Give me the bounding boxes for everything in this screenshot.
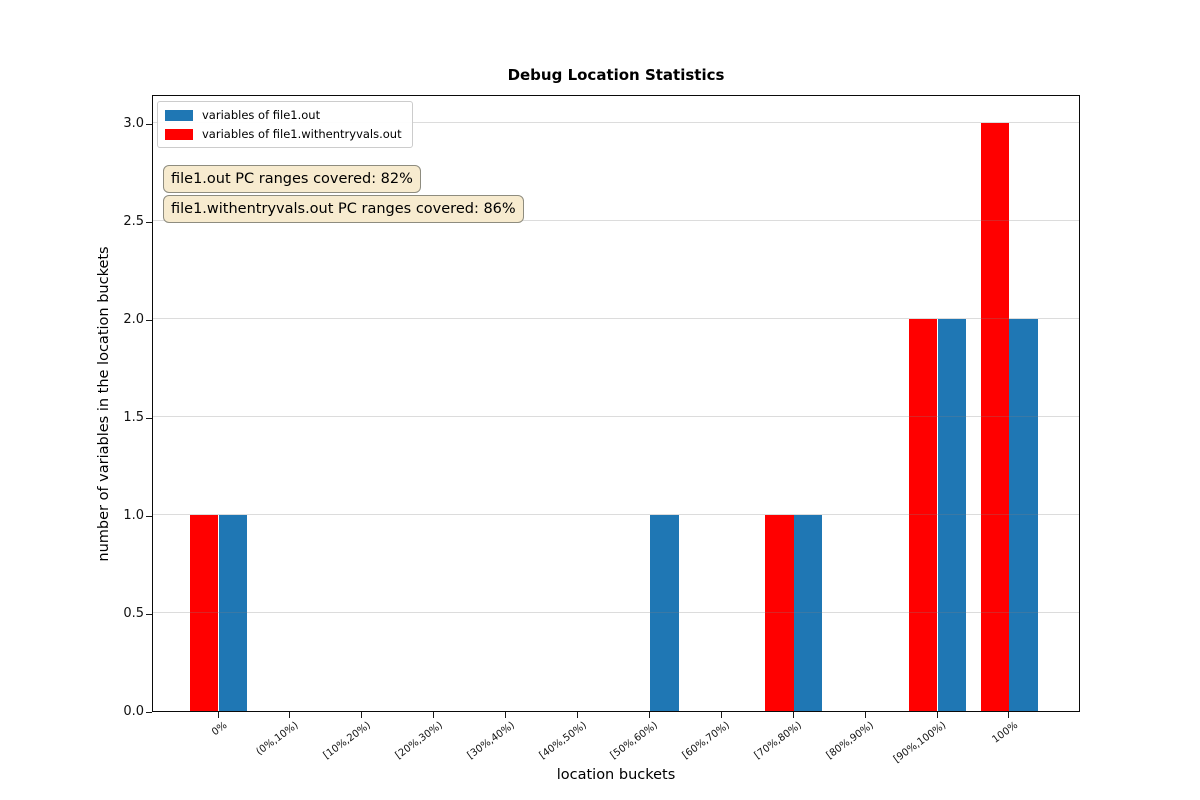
x-tick-mark <box>720 712 722 718</box>
y-tick-label: 2.0 <box>123 312 144 327</box>
legend: variables of file1.out variables of file1… <box>157 101 413 148</box>
bar-series0-cat8 <box>793 515 823 711</box>
x-tick-label: [20%,30%) <box>393 720 445 762</box>
y-tick-mark <box>146 124 152 125</box>
x-tick-mark <box>433 712 435 718</box>
x-tick-mark <box>1008 712 1010 718</box>
y-tick-mark <box>146 516 152 517</box>
annotation-box-0: file1.out PC ranges covered: 82% <box>163 165 421 193</box>
y-tick-label: 0.5 <box>123 606 144 621</box>
bar-series1-cat0 <box>189 515 219 711</box>
x-tick-label: 100% <box>990 720 1020 746</box>
x-tick-label: [70%,80%) <box>752 720 805 762</box>
bar-series1-cat10 <box>908 319 938 711</box>
legend-item-label: variables of file1.out <box>202 108 321 122</box>
x-tick-mark <box>361 712 363 718</box>
legend-item-0: variables of file1.out <box>165 108 402 122</box>
x-tick-mark <box>936 712 938 718</box>
x-tick-mark <box>217 712 219 718</box>
bar-series0-cat6 <box>649 515 679 711</box>
x-tick-label: [80%,90%) <box>824 720 877 762</box>
y-tick-label: 1.0 <box>123 508 144 523</box>
y-tick-label: 3.0 <box>123 116 144 131</box>
x-tick-label: [50%,60%) <box>609 720 661 762</box>
x-tick-label: [60%,70%) <box>680 720 733 762</box>
y-tick-label: 2.5 <box>123 214 144 229</box>
x-tick-label: (0%,10%) <box>254 720 301 758</box>
x-tick-label: [90%,100%) <box>891 720 948 766</box>
x-tick-mark <box>577 712 578 718</box>
gridline-y <box>153 318 1079 319</box>
y-tick-label: 1.5 <box>123 410 144 425</box>
bar-series0-cat10 <box>937 319 967 711</box>
x-tick-label: [30%,40%) <box>465 720 517 762</box>
annotation-box-1: file1.withentryvals.out PC ranges covere… <box>163 195 524 223</box>
x-tick-label: [10%,20%) <box>321 720 373 762</box>
gridline-y <box>153 416 1079 417</box>
chart-title: Debug Location Statistics <box>507 66 725 84</box>
x-tick-mark <box>792 712 794 718</box>
bar-series1-cat11 <box>980 123 1010 711</box>
legend-item-label: variables of file1.withentryvals.out <box>202 127 402 141</box>
bar-series0-cat11 <box>1009 319 1039 711</box>
gridline-y <box>153 220 1079 221</box>
bar-series0-cat0 <box>218 515 248 711</box>
y-tick-mark <box>146 418 152 419</box>
y-tick-mark <box>146 614 152 615</box>
gridline-y <box>153 514 1079 515</box>
y-tick-mark <box>146 320 152 321</box>
x-tick-label: 0% <box>209 720 229 739</box>
y-tick-mark <box>146 712 152 713</box>
gridline-y <box>153 122 1079 123</box>
x-tick-label: [40%,50%) <box>537 720 589 762</box>
x-tick-mark <box>864 712 866 718</box>
gridline-y <box>153 612 1079 613</box>
legend-swatch-0 <box>165 109 193 121</box>
x-tick-mark <box>289 712 291 718</box>
y-tick-mark <box>146 222 152 223</box>
y-tick-label: 0.0 <box>123 704 144 719</box>
x-tick-mark <box>648 712 650 718</box>
x-axis-label: location buckets <box>556 767 676 783</box>
legend-swatch-1 <box>165 128 193 140</box>
x-tick-mark <box>505 712 507 718</box>
legend-item-1: variables of file1.withentryvals.out <box>165 127 402 141</box>
bar-series1-cat8 <box>764 515 794 711</box>
plot-area <box>152 95 1080 712</box>
